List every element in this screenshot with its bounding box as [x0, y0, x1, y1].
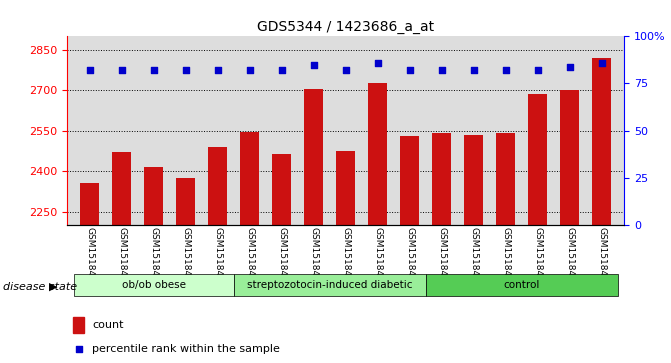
Bar	[528, 94, 548, 225]
Point	[84, 68, 95, 73]
Text: ob/ob obese: ob/ob obese	[121, 280, 185, 290]
Bar	[432, 133, 451, 225]
Text: streptozotocin-induced diabetic: streptozotocin-induced diabetic	[247, 280, 412, 290]
Bar	[176, 178, 195, 225]
Text: disease state: disease state	[3, 282, 77, 292]
Bar	[208, 147, 227, 225]
Point	[212, 68, 223, 73]
FancyBboxPatch shape	[234, 274, 425, 296]
Text: percentile rank within the sample: percentile rank within the sample	[92, 344, 280, 354]
Point	[372, 60, 383, 66]
Bar	[368, 83, 387, 225]
Bar	[80, 183, 99, 225]
Point	[308, 62, 319, 68]
Point	[597, 60, 607, 66]
Text: GSM1518423: GSM1518423	[85, 227, 94, 288]
Title: GDS5344 / 1423686_a_at: GDS5344 / 1423686_a_at	[257, 20, 434, 34]
Bar	[464, 135, 483, 225]
Point	[180, 68, 191, 73]
Text: GSM1518425: GSM1518425	[149, 227, 158, 288]
Point	[244, 68, 255, 73]
Text: GSM1518424: GSM1518424	[117, 227, 126, 288]
Bar	[272, 154, 291, 225]
Text: GSM1518412: GSM1518412	[469, 227, 478, 288]
FancyBboxPatch shape	[74, 274, 234, 296]
Point	[148, 68, 159, 73]
Text: GSM1518420: GSM1518420	[341, 227, 350, 288]
Point	[532, 68, 543, 73]
Text: count: count	[92, 320, 123, 330]
Point	[404, 68, 415, 73]
Bar	[496, 133, 515, 225]
Text: GSM1518417: GSM1518417	[245, 227, 254, 288]
Point	[276, 68, 287, 73]
Text: GSM1518422: GSM1518422	[405, 227, 414, 288]
Bar	[112, 152, 131, 225]
Bar	[240, 132, 259, 225]
Bar	[560, 90, 579, 225]
Text: GSM1518416: GSM1518416	[597, 227, 606, 288]
Text: GSM1518427: GSM1518427	[213, 227, 222, 288]
Text: control: control	[503, 280, 539, 290]
Point	[340, 68, 351, 73]
Text: GSM1518414: GSM1518414	[533, 227, 542, 288]
Bar	[592, 58, 611, 225]
Point	[116, 68, 127, 73]
Point	[501, 68, 511, 73]
Bar	[400, 136, 419, 225]
Bar	[144, 167, 163, 225]
Text: GSM1518411: GSM1518411	[437, 227, 446, 288]
Bar	[72, 317, 84, 333]
Point	[468, 68, 479, 73]
Text: GSM1518421: GSM1518421	[373, 227, 382, 288]
Text: GSM1518415: GSM1518415	[565, 227, 574, 288]
Text: GSM1518418: GSM1518418	[277, 227, 286, 288]
Point	[436, 68, 447, 73]
Point	[452, 209, 462, 215]
Point	[564, 64, 575, 69]
Text: GSM1518419: GSM1518419	[309, 227, 318, 288]
Bar	[304, 89, 323, 225]
Bar	[336, 151, 355, 225]
Text: GSM1518413: GSM1518413	[501, 227, 510, 288]
FancyBboxPatch shape	[425, 274, 617, 296]
Text: GSM1518426: GSM1518426	[181, 227, 190, 288]
Text: ▶: ▶	[48, 282, 57, 292]
